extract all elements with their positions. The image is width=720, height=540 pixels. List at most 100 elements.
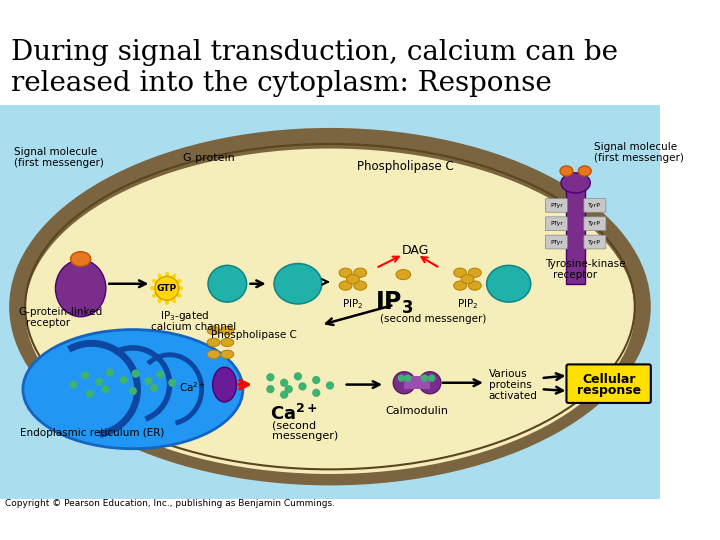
Ellipse shape <box>454 281 467 290</box>
Ellipse shape <box>212 367 236 402</box>
Circle shape <box>294 372 302 381</box>
Ellipse shape <box>208 266 246 302</box>
Ellipse shape <box>207 350 220 359</box>
Ellipse shape <box>207 326 220 335</box>
Ellipse shape <box>346 274 359 284</box>
Ellipse shape <box>461 274 474 284</box>
Text: (first messenger): (first messenger) <box>14 158 104 168</box>
Text: Ca$^{2+}$: Ca$^{2+}$ <box>179 380 206 394</box>
Circle shape <box>132 369 140 377</box>
Text: Phospholipase C: Phospholipase C <box>211 330 297 341</box>
Text: activated: activated <box>489 391 537 401</box>
Ellipse shape <box>221 350 234 359</box>
Circle shape <box>145 377 153 385</box>
Circle shape <box>86 390 94 398</box>
Ellipse shape <box>23 329 243 449</box>
Ellipse shape <box>393 372 415 394</box>
Ellipse shape <box>454 268 467 278</box>
Circle shape <box>312 389 320 397</box>
Ellipse shape <box>274 264 322 304</box>
Text: GTP: GTP <box>157 284 177 293</box>
Ellipse shape <box>469 281 481 290</box>
Text: TyrP: TyrP <box>588 203 601 208</box>
Text: Copyright © Pearson Education, Inc., publishing as Benjamin Cummings.: Copyright © Pearson Education, Inc., pub… <box>4 500 335 508</box>
Text: TyrP: TyrP <box>588 240 601 245</box>
Ellipse shape <box>560 166 573 176</box>
Text: calcium channel: calcium channel <box>151 322 236 332</box>
Text: Tyrosine-kinase: Tyrosine-kinase <box>545 259 626 269</box>
Text: IP$_3$-gated: IP$_3$-gated <box>161 309 210 323</box>
Ellipse shape <box>419 372 441 394</box>
Circle shape <box>428 375 436 382</box>
Text: PIP$_2$: PIP$_2$ <box>456 298 478 311</box>
Circle shape <box>298 382 307 390</box>
FancyBboxPatch shape <box>584 217 606 231</box>
Text: G protein: G protein <box>184 153 235 163</box>
Ellipse shape <box>221 338 234 347</box>
Text: PTyr: PTyr <box>550 240 563 245</box>
Circle shape <box>398 375 405 382</box>
Text: G-protein-linked: G-protein-linked <box>18 307 102 316</box>
Ellipse shape <box>221 326 234 335</box>
Circle shape <box>95 377 103 386</box>
FancyBboxPatch shape <box>567 364 651 403</box>
Circle shape <box>156 370 165 379</box>
Text: Phospholipase C: Phospholipase C <box>357 160 454 173</box>
Circle shape <box>280 379 288 387</box>
Ellipse shape <box>207 338 220 347</box>
Bar <box>567 187 585 284</box>
Text: PIP$_2$: PIP$_2$ <box>342 298 364 311</box>
Ellipse shape <box>9 128 651 485</box>
Text: Cellular: Cellular <box>582 373 635 386</box>
Circle shape <box>120 376 128 384</box>
Circle shape <box>266 373 274 381</box>
Circle shape <box>155 276 179 300</box>
Text: (second: (second <box>272 420 316 430</box>
Bar <box>0 105 660 499</box>
Ellipse shape <box>354 268 366 278</box>
Ellipse shape <box>578 166 591 176</box>
Text: proteins: proteins <box>489 380 531 390</box>
Ellipse shape <box>354 281 366 290</box>
Text: messenger): messenger) <box>272 431 338 441</box>
Text: receptor: receptor <box>26 318 70 328</box>
Circle shape <box>150 384 158 393</box>
FancyBboxPatch shape <box>545 235 567 249</box>
Ellipse shape <box>25 148 635 474</box>
Text: Various: Various <box>489 369 527 379</box>
Text: PTyr: PTyr <box>550 221 563 226</box>
Circle shape <box>266 385 274 393</box>
Circle shape <box>312 376 320 384</box>
Bar <box>404 376 430 389</box>
Ellipse shape <box>469 268 481 278</box>
Text: TyrP: TyrP <box>588 221 601 226</box>
Text: Calmodulin: Calmodulin <box>385 406 449 416</box>
Text: $\mathbf{IP_3}$: $\mathbf{IP_3}$ <box>375 290 413 316</box>
Ellipse shape <box>339 268 352 278</box>
Circle shape <box>106 368 114 377</box>
Ellipse shape <box>487 266 531 302</box>
Ellipse shape <box>55 260 106 317</box>
FancyBboxPatch shape <box>545 217 567 231</box>
Text: $\mathbf{Ca^{2+}}$: $\mathbf{Ca^{2+}}$ <box>271 404 318 424</box>
Circle shape <box>420 375 428 382</box>
Text: released into the cytoplasm: Response: released into the cytoplasm: Response <box>11 70 552 97</box>
Circle shape <box>326 381 334 390</box>
Text: Signal molecule: Signal molecule <box>14 147 97 157</box>
Circle shape <box>102 385 109 393</box>
Text: response: response <box>577 384 641 397</box>
Text: Endoplasmic reticulum (ER): Endoplasmic reticulum (ER) <box>20 428 165 438</box>
Circle shape <box>284 385 293 393</box>
Text: DAG: DAG <box>402 244 429 258</box>
Text: During signal transduction, calcium can be: During signal transduction, calcium can … <box>11 39 618 66</box>
Circle shape <box>69 381 78 389</box>
Circle shape <box>404 375 412 382</box>
Text: (second messenger): (second messenger) <box>380 314 487 324</box>
Circle shape <box>280 390 288 399</box>
Ellipse shape <box>396 269 410 280</box>
FancyBboxPatch shape <box>584 235 606 249</box>
Bar <box>0 23 660 105</box>
Text: PTyr: PTyr <box>550 203 563 208</box>
Ellipse shape <box>71 252 91 266</box>
Circle shape <box>168 379 176 387</box>
